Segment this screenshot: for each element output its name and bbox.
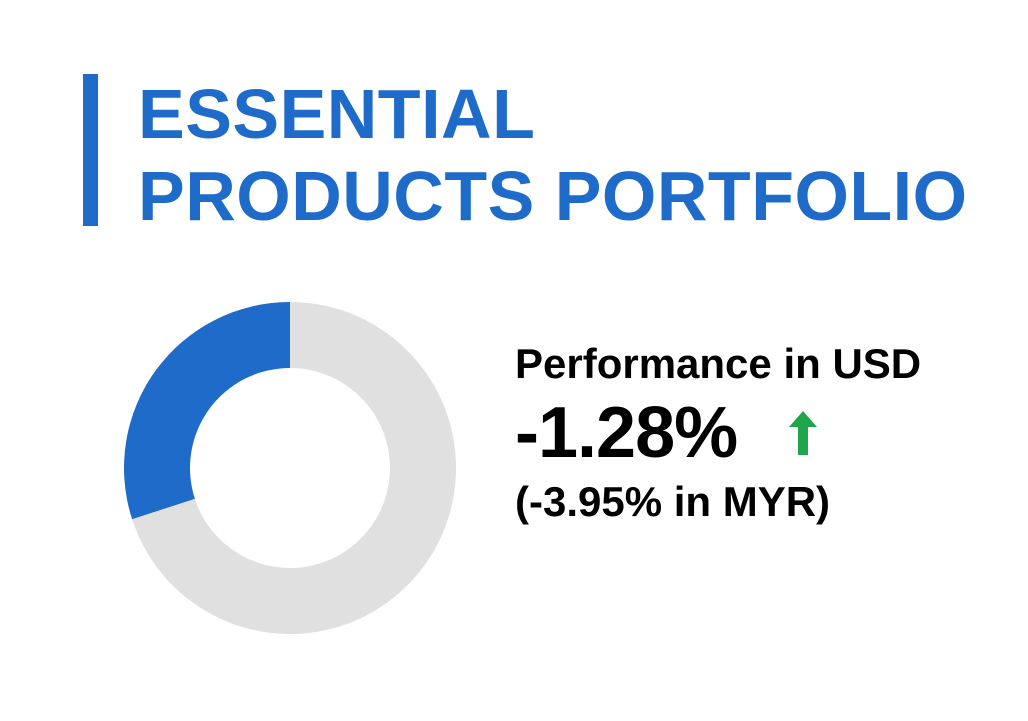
title-line-1: ESSENTIAL (138, 75, 536, 153)
performance-panel: Performance in USD -1.28% (-3.95% in MYR… (515, 336, 921, 530)
title-accent-bar (83, 74, 98, 226)
donut-chart (123, 302, 456, 634)
arrow-up-icon (789, 411, 818, 455)
performance-sub-value: (-3.95% in MYR) (515, 478, 831, 525)
title-line-2: PRODUCTS PORTFOLIO (138, 157, 968, 235)
donut-slice-1 (132, 302, 456, 634)
performance-value: -1.28% (515, 393, 738, 473)
performance-value-row: -1.28% (515, 392, 921, 474)
performance-label: Performance in USD (515, 340, 922, 387)
donut-slice-0 (123, 302, 290, 520)
page-title: ESSENTIAL PRODUCTS PORTFOLIO (138, 73, 968, 237)
